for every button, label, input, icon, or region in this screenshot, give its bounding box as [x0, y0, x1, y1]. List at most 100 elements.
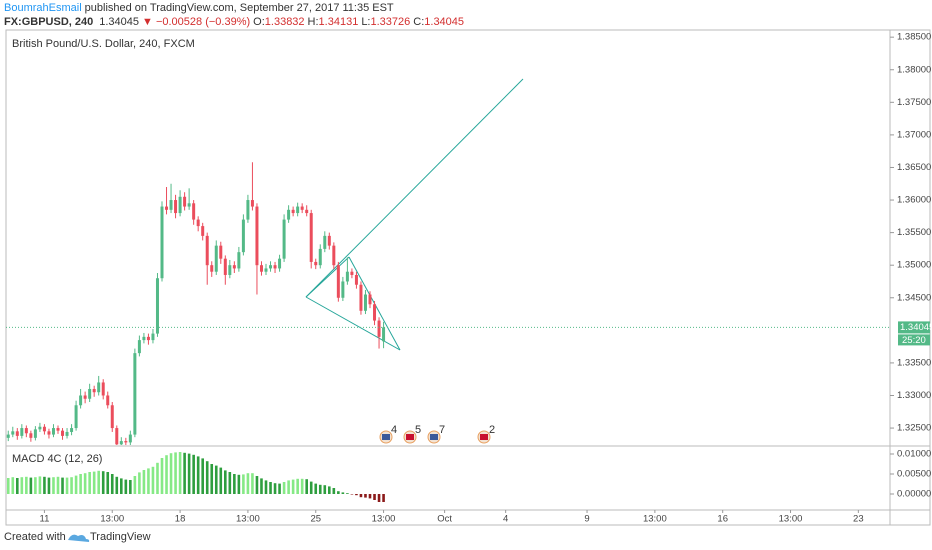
candle-body [291, 209, 295, 214]
macd-bar [323, 485, 327, 494]
header-line: BoumrahEsmail published on TradingView.co… [4, 2, 394, 14]
brand-link[interactable]: TradingView [90, 531, 151, 543]
candle-body [345, 271, 349, 282]
countdown-label: 25:20 [902, 335, 926, 346]
candle-body [169, 200, 173, 210]
y-tick-label: 1.38500 [897, 32, 931, 43]
macd-bar [92, 471, 96, 494]
macd-bar [296, 478, 299, 494]
candle-body [246, 200, 250, 220]
candle-body [47, 431, 51, 435]
macd-bar [350, 494, 354, 495]
candle-body [110, 405, 114, 429]
candle-body [350, 271, 354, 275]
macd-bar [20, 477, 24, 494]
candle-body [237, 252, 241, 269]
candle-body [97, 382, 101, 393]
macd-bar [120, 478, 123, 494]
candle-body [29, 433, 33, 438]
published: published on TradingView.com, September … [85, 2, 394, 14]
candle-body [205, 235, 209, 266]
candle-body [300, 206, 304, 210]
candle-body [56, 428, 60, 431]
candle-body [174, 200, 178, 214]
axes: 1.38500 1.38000 1.37500 1.37000 1.36500 1.360… [6, 32, 932, 525]
candle-body [65, 431, 69, 436]
macd-bar [318, 484, 322, 494]
macd-bar [368, 494, 372, 499]
macd-bar [115, 476, 119, 494]
candle-body [373, 304, 377, 321]
macd-bar [129, 480, 132, 494]
ohlc-label: L: [361, 16, 370, 28]
candle-body [287, 209, 291, 220]
event-flag [406, 434, 414, 440]
macd-bar [169, 453, 173, 494]
macd-bar [110, 474, 114, 494]
macd-bar [328, 486, 331, 494]
macd-bar [29, 477, 33, 494]
macd-bar [382, 494, 385, 502]
ohlc-label: O: [253, 16, 265, 28]
macd-bar [314, 483, 318, 494]
macd-bar [174, 452, 177, 494]
event-flag [480, 434, 488, 440]
author: BoumrahEsmail [4, 2, 82, 14]
macd-bar [79, 474, 82, 494]
candle-body [38, 426, 42, 430]
macd-bar [56, 476, 60, 494]
macd-bar [205, 461, 209, 494]
candle-body [70, 428, 74, 432]
macd-bar [355, 494, 358, 496]
symbol-line: FX:GBPUSD, 240 1.34045 ▼ −0.00528 (−0.39%)… [4, 16, 464, 28]
candle-body [124, 441, 128, 443]
candle-body [192, 203, 196, 220]
macd-bar [196, 456, 200, 494]
macd-bar [34, 477, 37, 494]
candle-body [278, 258, 282, 269]
candle-body [259, 265, 263, 272]
candles [6, 162, 386, 445]
macd-bar [309, 481, 313, 494]
candle-body [377, 320, 381, 337]
last-price-box [898, 321, 930, 334]
candle-body [92, 388, 96, 393]
macd-bar [210, 464, 214, 494]
macd-bar [43, 476, 46, 494]
macd-bar [201, 458, 204, 494]
macd-bar [192, 454, 195, 494]
macd-bar [242, 474, 245, 494]
candle-body [51, 428, 55, 435]
macd-bar [83, 473, 87, 494]
candle-body [336, 265, 340, 298]
macd-bar [273, 483, 277, 494]
symbol: FX:GBPUSD, 240 [4, 16, 93, 28]
x-tick-label: 13:00 [236, 514, 260, 525]
candle-body [368, 294, 372, 305]
macd-bar [6, 478, 10, 494]
indicator-title: MACD 4C (12, 26) [12, 453, 102, 465]
macd-bar [219, 467, 223, 494]
macd-bar [74, 475, 78, 494]
macd-bar [138, 472, 141, 494]
x-tick-label: 23 [853, 514, 864, 525]
y-tick-label: 1.36500 [897, 162, 931, 173]
candle-body [183, 196, 187, 207]
candle-body [33, 429, 37, 438]
y-tick-label: 1.33000 [897, 390, 931, 401]
macd-bar [11, 477, 15, 494]
footer-text: Created with [4, 531, 66, 543]
candle-body [79, 395, 83, 406]
candle-body [269, 265, 273, 269]
y-tick-label: 1.32500 [897, 423, 931, 434]
macd-bar [124, 479, 128, 494]
candle-body [146, 336, 150, 341]
ohlc-value: 1.33726 [371, 16, 411, 28]
macd-bar [359, 494, 363, 498]
candle-body [323, 235, 327, 249]
macd-bar [332, 488, 336, 494]
macd-bar [147, 468, 150, 494]
macd-bar [65, 477, 69, 494]
macd-bar [264, 480, 268, 494]
candle-body [115, 428, 119, 445]
